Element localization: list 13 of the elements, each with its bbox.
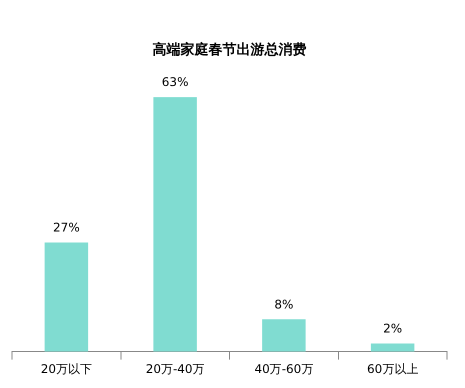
data-label: 8% [274, 297, 294, 312]
x-tick-label: 40万-60万 [254, 362, 314, 376]
data-label: 63% [162, 75, 188, 90]
data-label: 27% [53, 220, 80, 235]
chart-title: 高端家庭春节出游总消费 [152, 41, 306, 58]
x-tick-label: 20万-40万 [146, 362, 205, 376]
bar [262, 319, 306, 352]
x-tick-label: 20万以下 [40, 362, 92, 376]
bar [44, 242, 88, 352]
x-tick-label: 60万以上 [366, 362, 418, 376]
data-label: 2% [383, 322, 402, 336]
bar [370, 344, 414, 352]
bar [153, 97, 197, 352]
